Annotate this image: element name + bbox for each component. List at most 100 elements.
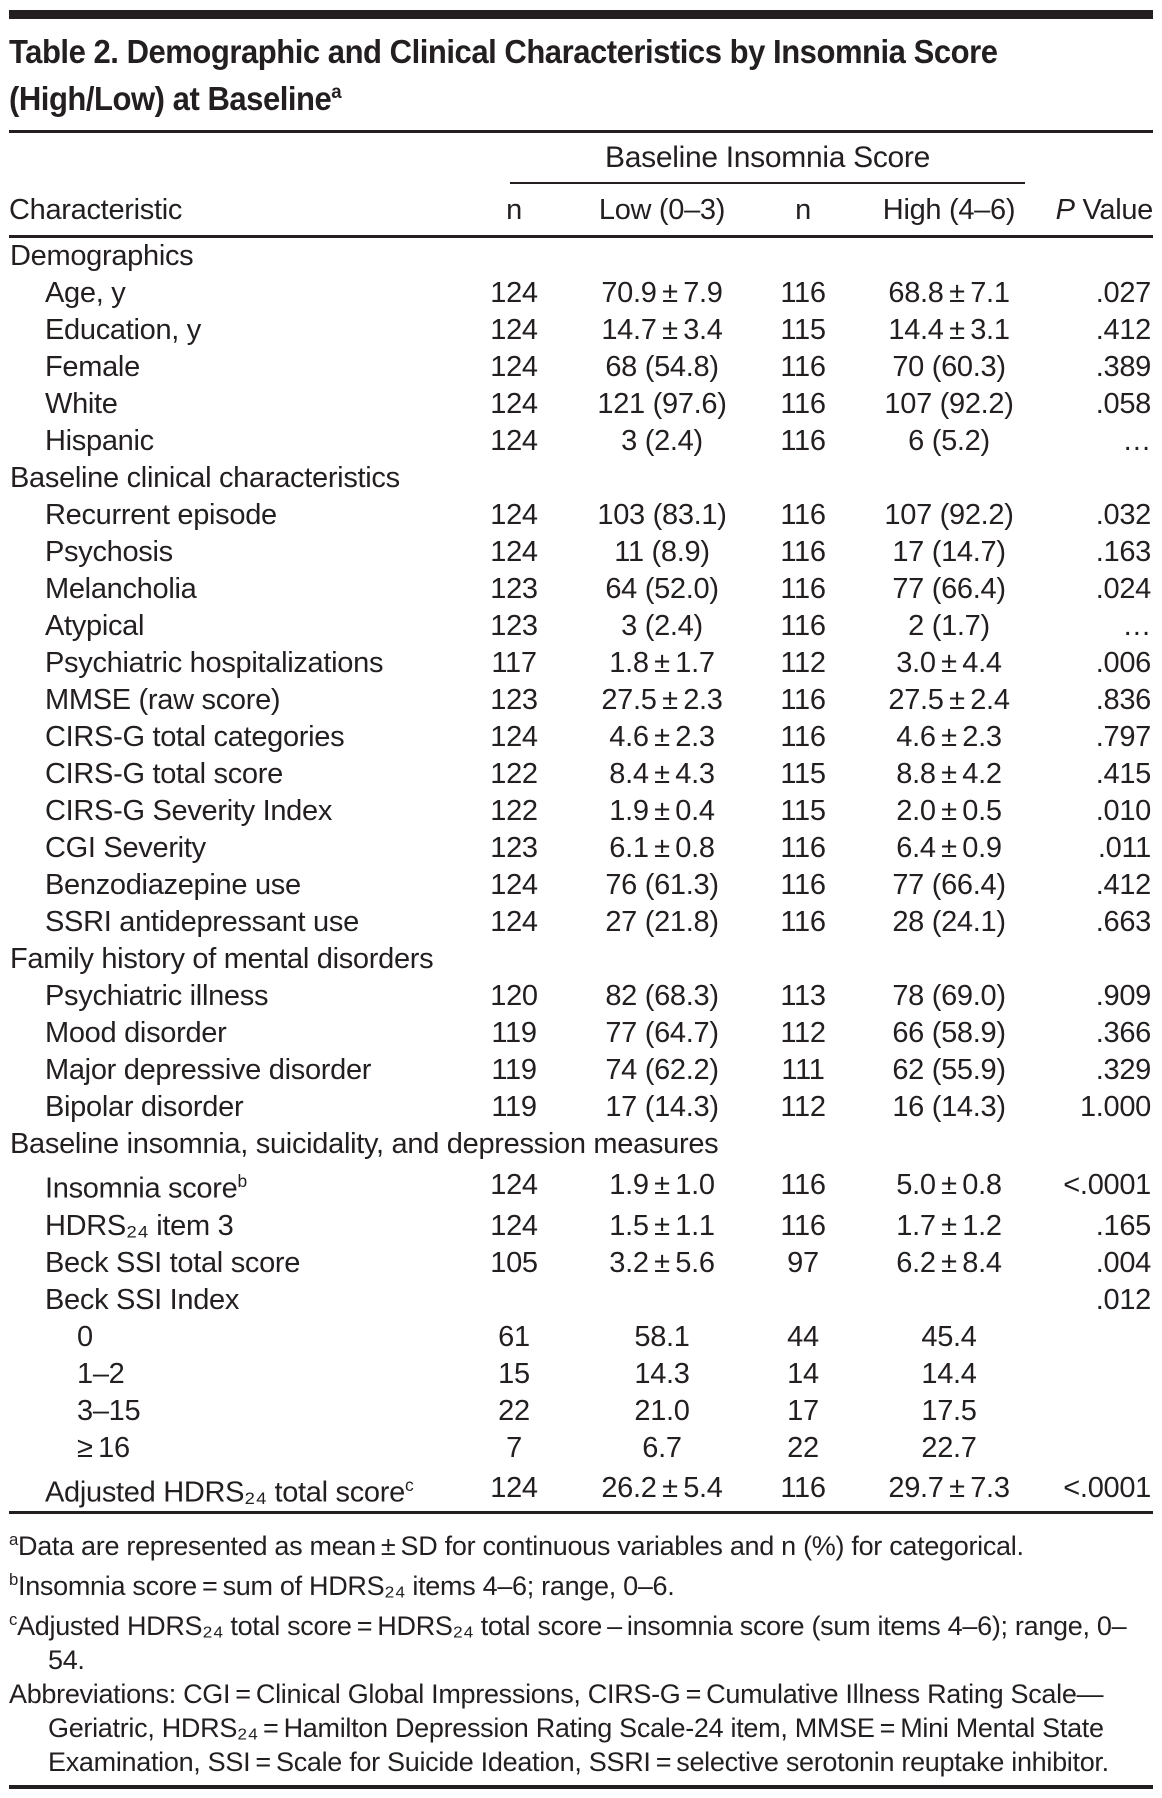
characteristic-cell: Mood disorder (45, 1017, 227, 1049)
n-low-cell: 22 (498, 1394, 530, 1427)
low-value-cell: 6.7 (642, 1431, 682, 1464)
p-value-cell: .389 (1095, 351, 1152, 383)
p-value-cell: <.0001 (1063, 1472, 1152, 1505)
p-value-cell: .415 (1095, 758, 1152, 790)
p-value-cell: .836 (1095, 684, 1152, 716)
n-low-cell: 124 (490, 721, 538, 753)
n-high-cell: 116 (780, 610, 826, 642)
n-low-cell: 124 (490, 499, 538, 531)
n-low-cell: 124 (490, 1209, 538, 1242)
high-value-cell: 17 (14.7) (892, 536, 1006, 568)
characteristic-cell: Atypical (45, 610, 145, 642)
low-value-cell: 1.8 ± 1.7 (609, 647, 715, 679)
p-value-cell: .412 (1095, 314, 1152, 346)
n-low-cell: 119 (491, 1091, 537, 1123)
n-high-cell: 112 (780, 1091, 826, 1123)
n-low-cell: 120 (490, 980, 538, 1012)
characteristic-cell: Beck SSI total score (45, 1246, 301, 1279)
n-low-cell: 124 (490, 1168, 538, 1201)
footnote: aData are represented as mean ± SD for c… (9, 1530, 1024, 1562)
n-low-cell: 119 (491, 1054, 537, 1086)
characteristic-cell: Baseline insomnia, suicidality, and depr… (10, 1128, 719, 1160)
characteristic-cell: Benzodiazepine use (45, 869, 301, 901)
low-value-cell: 74 (62.2) (605, 1054, 719, 1086)
bottom-rule (9, 1785, 1153, 1789)
p-value-cell: .006 (1095, 647, 1152, 679)
footnotes: aData are represented as mean ± SD for c… (9, 1523, 1153, 1779)
high-value-cell: 77 (66.4) (892, 869, 1006, 901)
header-characteristic: Characteristic (9, 184, 455, 238)
p-value-cell: .663 (1095, 906, 1152, 938)
n-high-cell: 112 (780, 1017, 826, 1049)
p-value-cell: .366 (1095, 1017, 1152, 1049)
low-value-cell: 3 (2.4) (621, 610, 703, 642)
n-low-cell: 123 (490, 573, 538, 605)
characteristic-cell: Psychiatric illness (45, 980, 269, 1012)
p-value-cell (1043, 1430, 1153, 1467)
high-value-cell: 1.7 ± 1.2 (896, 1209, 1002, 1242)
characteristic-cell: Education, y (45, 314, 201, 346)
characteristic-cell: CGI Severity (45, 832, 206, 864)
header-p-rest: Value (1082, 194, 1154, 226)
title-rule (9, 130, 1153, 133)
p-value-cell: … (1122, 425, 1152, 457)
characteristic-cell: HDRS₂₄ item 3 (45, 1209, 234, 1242)
n-high-cell: 116 (780, 869, 826, 901)
section-row: Baseline insomnia, suicidality, and depr… (9, 1126, 1153, 1163)
table-row: Major depressive disorder 119 74 (62.2) 111… (9, 1052, 1153, 1089)
characteristic-cell: Hispanic (45, 425, 154, 457)
n-high-cell: 116 (780, 721, 826, 753)
n-low-cell: 124 (490, 869, 538, 901)
n-high-cell: 116 (780, 351, 826, 383)
characteristic-cell: ≥ 16 (77, 1431, 130, 1464)
low-value-cell: 14.7 ± 3.4 (601, 314, 723, 346)
p-value-cell: .797 (1095, 721, 1152, 753)
header-low: Low (0–3) (573, 184, 751, 238)
n-low-cell: 124 (490, 314, 538, 346)
high-value-cell: 2.0 ± 0.5 (896, 795, 1002, 827)
low-value-cell: 1.5 ± 1.1 (609, 1209, 715, 1242)
characteristic-cell: Age, y (45, 277, 126, 309)
section-row: Demographics (9, 237, 1153, 276)
n-high-cell: 116 (780, 573, 826, 605)
n-low-cell: 124 (490, 388, 538, 420)
characteristic-cell: 0 (77, 1320, 93, 1353)
title-line-1: Table 2. Demographic and Clinical Charac… (9, 33, 998, 70)
n-high-cell: 116 (780, 499, 826, 531)
n-low-cell: 123 (490, 832, 538, 864)
low-value-cell: 82 (68.3) (605, 980, 719, 1012)
p-value-cell: .010 (1095, 795, 1152, 827)
low-value-cell: 68 (54.8) (605, 351, 719, 383)
table-row: Atypical 123 3 (2.4) 116 2 (1.7)… (9, 608, 1153, 645)
n-high-cell: 115 (780, 758, 826, 790)
p-value-cell (1043, 1319, 1153, 1356)
low-value-cell (573, 1282, 751, 1319)
characteristic-cell: Female (45, 351, 140, 383)
p-value-cell: .004 (1095, 1246, 1152, 1279)
footnote: cAdjusted HDRS₂₄ total score = HDRS₂₄ to… (9, 1610, 1127, 1676)
low-value-cell: 77 (64.7) (605, 1017, 719, 1049)
high-value-cell (855, 1282, 1043, 1319)
footnote-marker: b (237, 1171, 248, 1191)
low-value-cell: 27 (21.8) (605, 906, 719, 938)
n-low-cell: 123 (490, 610, 538, 642)
high-value-cell: 14.4 (921, 1357, 977, 1390)
high-value-cell: 27.5 ± 2.4 (888, 684, 1010, 716)
n-high-cell: 97 (787, 1246, 819, 1279)
spanner-spacer-left (9, 133, 455, 184)
footnote-marker: b (9, 1570, 19, 1590)
p-value-cell: .011 (1097, 832, 1152, 864)
subcategory-row: 3–15 22 21.0 17 17.5 (9, 1393, 1153, 1430)
low-value-cell: 17 (14.3) (605, 1091, 719, 1123)
table-row: Mood disorder 119 77 (64.7) 112 66 (58.9) .36… (9, 1015, 1153, 1052)
header-p-value: P Value (1043, 184, 1154, 238)
table-row: Benzodiazepine use 124 76 (61.3) 116 77 (66.… (9, 867, 1153, 904)
spanner-cell: Baseline Insomnia Score (455, 133, 1043, 184)
n-low-cell: 124 (490, 536, 538, 568)
section-row: Family history of mental disorders (9, 941, 1153, 978)
p-value-cell: .058 (1095, 388, 1152, 420)
high-value-cell: 17.5 (921, 1394, 977, 1427)
low-value-cell: 121 (97.6) (597, 388, 727, 420)
p-value-cell: .012 (1095, 1283, 1152, 1316)
